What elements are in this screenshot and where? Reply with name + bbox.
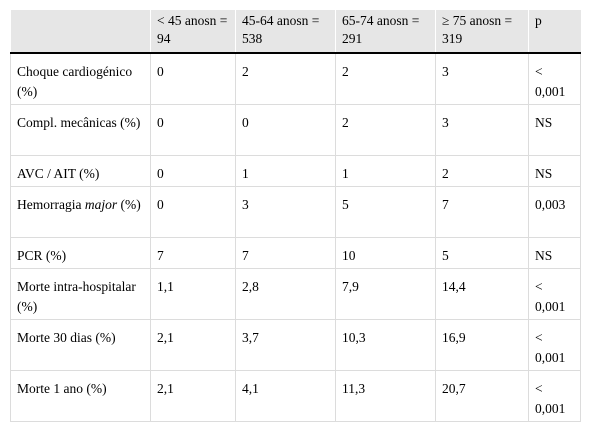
table-cell: 3 bbox=[235, 186, 336, 238]
row-label-text: Choque cardiogénico (%) bbox=[17, 64, 133, 99]
table-cell: < 0,001 bbox=[528, 53, 581, 105]
results-table: < 45 anosn = 94 45-64 anosn = 538 65-74 … bbox=[10, 10, 581, 422]
table-cell: 7 bbox=[150, 237, 236, 269]
header-cell-age-65-74: 65-74 anosn = 291 bbox=[335, 10, 436, 54]
table-body: Choque cardiogénico (%) 0 2 2 3 < 0,001 Compl.… bbox=[10, 53, 581, 422]
table-cell: 3 bbox=[435, 53, 529, 105]
table-cell: 0 bbox=[235, 104, 336, 156]
table-cell: 16,9 bbox=[435, 319, 529, 371]
row-label-text: PCR (%) bbox=[17, 248, 67, 263]
row-label-text: AVC / AIT (%) bbox=[17, 166, 100, 181]
header-cell-p-value: p bbox=[528, 10, 581, 54]
table-cell: 0 bbox=[150, 155, 236, 187]
row-label-italic-text: major bbox=[84, 197, 118, 212]
row-label-text: Compl. mecânicas (%) bbox=[17, 115, 141, 130]
table-cell: 20,7 bbox=[435, 370, 529, 422]
table-row: Morte intra-hospitalar (%) 1,1 2,8 7,9 14,4 <… bbox=[10, 268, 581, 320]
table-cell: 0 bbox=[150, 104, 236, 156]
row-label-suffix: (%) bbox=[117, 197, 141, 212]
table-row: Hemorragia major (%) 0 3 5 7 0,003 bbox=[10, 186, 581, 238]
table-cell: 1 bbox=[335, 155, 436, 187]
table-cell: 2,1 bbox=[150, 370, 236, 422]
table-row: Compl. mecânicas (%) 0 0 2 3 NS bbox=[10, 104, 581, 156]
table-cell: NS bbox=[528, 237, 581, 269]
header-cell-empty bbox=[10, 10, 151, 54]
table-cell: 5 bbox=[335, 186, 436, 238]
row-label-text: Morte intra-hospitalar (%) bbox=[17, 279, 136, 314]
table-row: PCR (%) 7 7 10 5 NS bbox=[10, 237, 581, 269]
table-cell: NS bbox=[528, 155, 581, 187]
row-label: Choque cardiogénico (%) bbox=[10, 53, 151, 105]
table-cell: 14,4 bbox=[435, 268, 529, 320]
table-cell: 3 bbox=[435, 104, 529, 156]
table-cell: 0,003 bbox=[528, 186, 581, 238]
table-cell: 3,7 bbox=[235, 319, 336, 371]
table-cell: < 0,001 bbox=[528, 370, 581, 422]
table-header: < 45 anosn = 94 45-64 anosn = 538 65-74 … bbox=[10, 10, 581, 54]
row-label-text: Morte 1 ano (%) bbox=[17, 381, 107, 396]
header-cell-age-under-45: < 45 anosn = 94 bbox=[150, 10, 236, 54]
table-cell: 10 bbox=[335, 237, 436, 269]
table-cell: 7 bbox=[435, 186, 529, 238]
table-cell: 1 bbox=[235, 155, 336, 187]
table-cell: 2 bbox=[435, 155, 529, 187]
table-cell: 2,1 bbox=[150, 319, 236, 371]
header-cell-age-45-64: 45-64 anosn = 538 bbox=[235, 10, 336, 54]
table-cell: 11,3 bbox=[335, 370, 436, 422]
table-cell: 7 bbox=[235, 237, 336, 269]
table-cell: 2 bbox=[335, 53, 436, 105]
row-label: Hemorragia major (%) bbox=[10, 186, 151, 238]
table-cell: 2 bbox=[335, 104, 436, 156]
header-cell-age-75-plus: ≥ 75 anosn = 319 bbox=[435, 10, 529, 54]
table-cell: < 0,001 bbox=[528, 268, 581, 320]
results-table-container: < 45 anosn = 94 45-64 anosn = 538 65-74 … bbox=[10, 10, 581, 422]
row-label-text: Hemorragia bbox=[17, 197, 85, 212]
table-cell: 2,8 bbox=[235, 268, 336, 320]
table-cell: 4,1 bbox=[235, 370, 336, 422]
table-cell: NS bbox=[528, 104, 581, 156]
table-cell: < 0,001 bbox=[528, 319, 581, 371]
table-cell: 2 bbox=[235, 53, 336, 105]
table-row: Morte 30 dias (%) 2,1 3,7 10,3 16,9 < 0,001 bbox=[10, 319, 581, 371]
table-cell: 1,1 bbox=[150, 268, 236, 320]
row-label: Morte 30 dias (%) bbox=[10, 319, 151, 371]
row-label: AVC / AIT (%) bbox=[10, 155, 151, 187]
row-label: PCR (%) bbox=[10, 237, 151, 269]
table-row: Morte 1 ano (%) 2,1 4,1 11,3 20,7 < 0,001 bbox=[10, 370, 581, 422]
table-cell: 10,3 bbox=[335, 319, 436, 371]
header-row: < 45 anosn = 94 45-64 anosn = 538 65-74 … bbox=[10, 10, 581, 54]
row-label-text: Morte 30 dias (%) bbox=[17, 330, 116, 345]
row-label: Compl. mecânicas (%) bbox=[10, 104, 151, 156]
table-row: Choque cardiogénico (%) 0 2 2 3 < 0,001 bbox=[10, 53, 581, 105]
table-cell: 5 bbox=[435, 237, 529, 269]
table-cell: 0 bbox=[150, 186, 236, 238]
row-label: Morte 1 ano (%) bbox=[10, 370, 151, 422]
table-cell: 7,9 bbox=[335, 268, 436, 320]
table-row: AVC / AIT (%) 0 1 1 2 NS bbox=[10, 155, 581, 187]
table-cell: 0 bbox=[150, 53, 236, 105]
row-label: Morte intra-hospitalar (%) bbox=[10, 268, 151, 320]
